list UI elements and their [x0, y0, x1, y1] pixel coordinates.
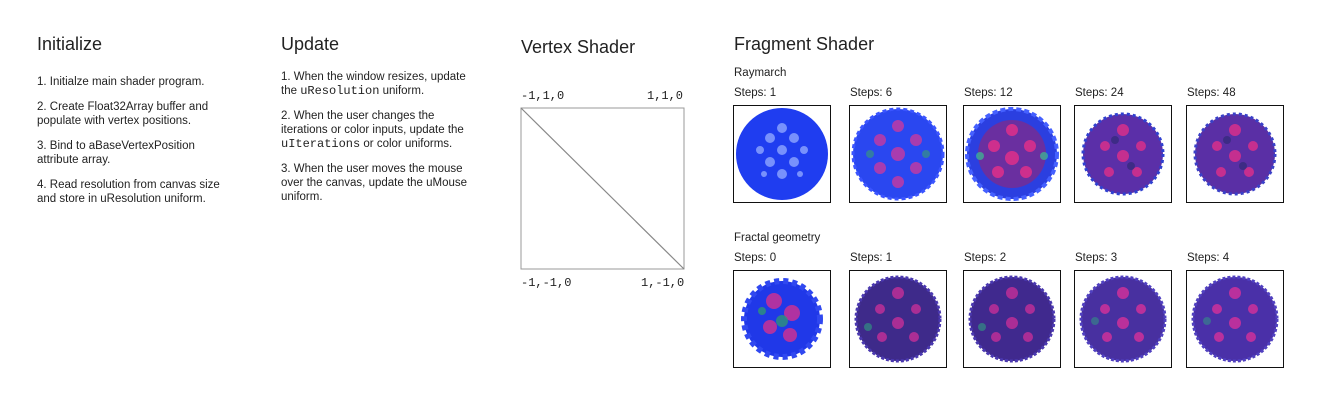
vertex-quad-outline [520, 107, 685, 270]
fractal-steps-label: Steps: 1 [850, 252, 893, 264]
update-step-1-text: 1. When the window resizes, update the [281, 71, 466, 97]
raymarch-label: Raymarch [734, 67, 787, 79]
fractal-steps-label: Steps: 2 [964, 252, 1007, 264]
initialize-step-4: 4. Read resolution from canvas size and … [37, 179, 220, 205]
initialize-step-2: 2. Create Float32Array buffer and popula… [37, 101, 209, 127]
vertex-label-bottom-right: 1,-1,0 [641, 276, 685, 290]
fractal-thumbnail-3 [963, 270, 1061, 368]
update-step-1: 1. When the window resizes, update the u… [281, 70, 481, 98]
fractal-steps-label: Steps: 3 [1075, 252, 1118, 264]
raymarch-steps-label: Steps: 6 [850, 87, 893, 99]
vertex-quad-diagram [520, 107, 685, 270]
uresolution-code: uResolution [300, 84, 380, 98]
raymarch-thumbnail-2 [849, 105, 947, 203]
fractal-thumbnail-4 [1074, 270, 1172, 368]
vertex-shader-title: Vertex Shader [521, 37, 636, 57]
update-step-2-end: or color uniforms. [360, 138, 453, 150]
update-step-2: 2. When the user changes the iterations … [281, 109, 481, 151]
raymarch-steps-label: Steps: 1 [734, 87, 777, 99]
raymarch-thumbnail-4 [1074, 105, 1172, 203]
update-step-3: 3. When the user moves the mouse over th… [281, 163, 468, 203]
raymarch-thumbnail-5 [1186, 105, 1284, 203]
initialize-section: Initialize 1. Initialze main shader prog… [37, 34, 227, 217]
initialize-step-3: 3. Bind to aBaseVertexPosition attribute… [37, 140, 195, 166]
vertex-quad-diagonal [520, 107, 685, 270]
raymarch-steps-label: Steps: 12 [964, 87, 1013, 99]
vertex-label-top-left: -1,1,0 [521, 89, 565, 103]
raymarch-thumbnail-3 [963, 105, 1061, 203]
fractal-steps-label: Steps: 0 [734, 252, 777, 264]
initialize-title: Initialize [37, 34, 103, 54]
fractal-steps-label: Steps: 4 [1187, 252, 1230, 264]
update-steps: 1. When the window resizes, update the u… [281, 70, 481, 204]
initialize-step-1: 1. Initialze main shader program. [37, 76, 205, 88]
update-step-2-text: 2. When the user changes the iterations … [281, 110, 464, 136]
fragment-shader-title: Fragment Shader [734, 34, 875, 54]
fractal-thumbnail-1 [733, 270, 831, 368]
raymarch-steps-label: Steps: 24 [1075, 87, 1124, 99]
update-section: Update 1. When the window resizes, updat… [281, 34, 481, 215]
uiterations-code: uIterations [281, 137, 361, 151]
initialize-steps: 1. Initialze main shader program. 2. Cre… [37, 75, 227, 206]
vertex-label-top-right: 1,1,0 [647, 89, 684, 103]
fractal-thumbnail-5 [1186, 270, 1284, 368]
fractal-thumbnail-2 [849, 270, 947, 368]
fractal-geometry-label: Fractal geometry [734, 232, 821, 244]
update-title: Update [281, 34, 340, 54]
vertex-label-bottom-left: -1,-1,0 [521, 276, 572, 290]
raymarch-thumbnail-1 [733, 105, 831, 203]
raymarch-steps-label: Steps: 48 [1187, 87, 1236, 99]
update-step-1-end: uniform. [379, 85, 425, 97]
